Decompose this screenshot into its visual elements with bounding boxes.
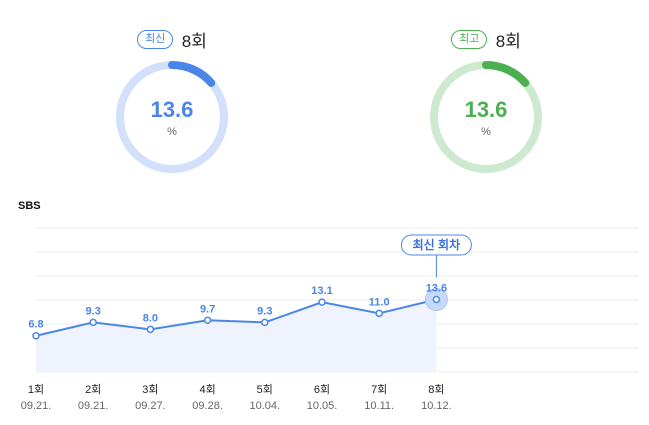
data-label: 9.7 (200, 303, 215, 315)
data-label: 9.3 (257, 305, 272, 317)
x-tick-episode: 7회 (371, 383, 387, 396)
x-tick-episode: 6회 (314, 383, 330, 396)
latest-rating-ring (116, 61, 228, 173)
x-tick-date: 10.11. (364, 400, 394, 412)
network-label: SBS (18, 200, 41, 212)
best-rating-ring (430, 61, 542, 173)
latest-rating-header: 최신 8회 (72, 27, 272, 52)
data-point (203, 316, 212, 325)
latest-episode: 8회 (181, 32, 207, 51)
x-tick-date: 09.27. (135, 400, 166, 412)
latest-rating-value: 13.6 (150, 97, 194, 122)
ring-progress (116, 61, 228, 173)
data-label: 13.6 (426, 282, 447, 294)
latest-rating-unit: % (167, 126, 177, 138)
series-area (36, 299, 437, 372)
best-rating-card: 최고 8회 13.6 % (386, 22, 586, 182)
ring-progress (430, 61, 542, 173)
data-point (261, 318, 269, 327)
ratings-line-chart: 6.8 9.3 8.0 9.7 9.3 13.1 11.0 13.6 최신 회차 1회 09.21.… (21, 227, 638, 412)
latest-badge: 최신 (137, 30, 174, 49)
x-tick-episode: 5회 (257, 383, 273, 396)
series-line (35, 298, 437, 337)
latest-tooltip-box (400, 234, 472, 256)
data-point (89, 318, 97, 327)
x-tick-episode: 1회 (28, 383, 44, 396)
data-point (375, 309, 383, 318)
x-tick-episode: 8회 (428, 383, 444, 396)
latest-rating-card: 최신 8회 13.6 % (72, 22, 272, 182)
x-tick-date: 10.05. (307, 400, 338, 412)
x-tick-episode: 4회 (199, 383, 215, 396)
x-tick-date: 09.21. (78, 400, 109, 412)
best-rating-header: 최고 8회 (386, 27, 586, 52)
x-tick-date: 09.28. (192, 400, 223, 412)
x-tick-episode: 3회 (142, 383, 158, 396)
data-label: 8.0 (143, 312, 158, 324)
data-label: 13.1 (311, 285, 332, 297)
x-tick-date: 10.12. (421, 400, 452, 412)
best-rating-unit: % (481, 126, 491, 138)
x-tick-episode: 2회 (85, 383, 101, 396)
best-badge: 최고 (451, 30, 488, 49)
data-label: 6.8 (28, 319, 43, 331)
best-episode: 8회 (495, 32, 521, 51)
data-point (32, 331, 40, 340)
latest-tooltip-text: 최신 회차 (413, 237, 461, 252)
data-label: 9.3 (86, 305, 101, 317)
x-tick-date: 10.04. (250, 400, 281, 412)
data-point (146, 325, 155, 334)
x-tick-date: 09.21. (21, 400, 52, 412)
data-label: 11.0 (369, 296, 390, 308)
best-rating-value: 13.6 (464, 97, 508, 122)
data-point (318, 298, 326, 306)
data-point (432, 295, 441, 304)
